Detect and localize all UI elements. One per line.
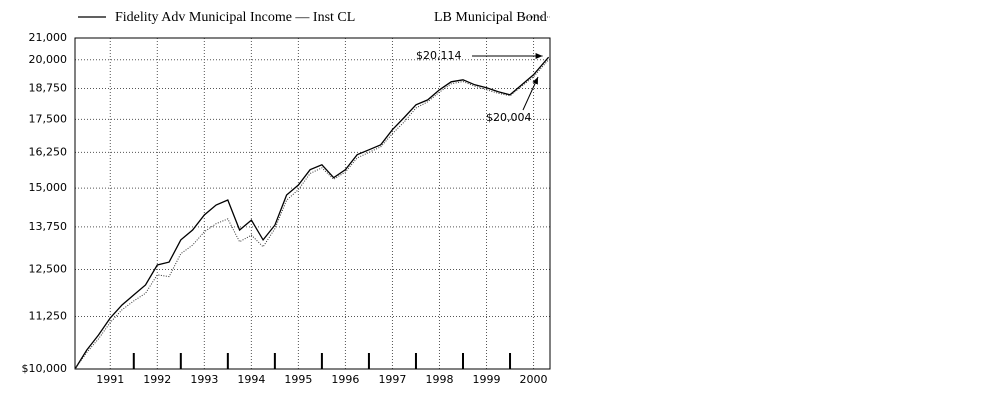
annotation: $20,114: [416, 49, 462, 62]
y-tick-label: 13,750: [29, 220, 68, 233]
y-tick-label: 12,500: [29, 262, 68, 275]
x-tick-label: 1996: [331, 373, 359, 386]
y-tick-label: 18,750: [29, 82, 68, 95]
y-tick-label: 11,250: [29, 309, 68, 322]
x-tick-label: 1992: [143, 373, 171, 386]
annotation: $20,004: [486, 111, 532, 124]
plot-frame: [74, 37, 551, 370]
x-tick-label: 1994: [237, 373, 265, 386]
x-tick-label: 1997: [378, 373, 406, 386]
annotation-arrow: [522, 76, 539, 111]
x-tick-label: 1993: [190, 373, 218, 386]
y-tick-label: 20,000: [29, 53, 68, 66]
legend-label: LB Municipal Bond: [434, 10, 547, 25]
y-tick-label: 15,000: [29, 181, 68, 194]
y-tick-label: 16,250: [29, 145, 68, 158]
x-tick-label: 1998: [425, 373, 453, 386]
y-tick-label: 21,000: [29, 31, 68, 44]
series-line: [74, 59, 549, 370]
x-tick-label: 1995: [284, 373, 312, 386]
series-line: [74, 56, 550, 370]
y-tick-label: $10,000: [22, 362, 68, 375]
x-tick-label: 1999: [473, 373, 501, 386]
x-tick-label: 1991: [96, 373, 124, 386]
legend-label: Fidelity Adv Municipal Income — Inst CL: [115, 10, 355, 25]
x-tick-label: 2000: [520, 373, 548, 386]
y-tick-label: 17,500: [29, 112, 68, 125]
